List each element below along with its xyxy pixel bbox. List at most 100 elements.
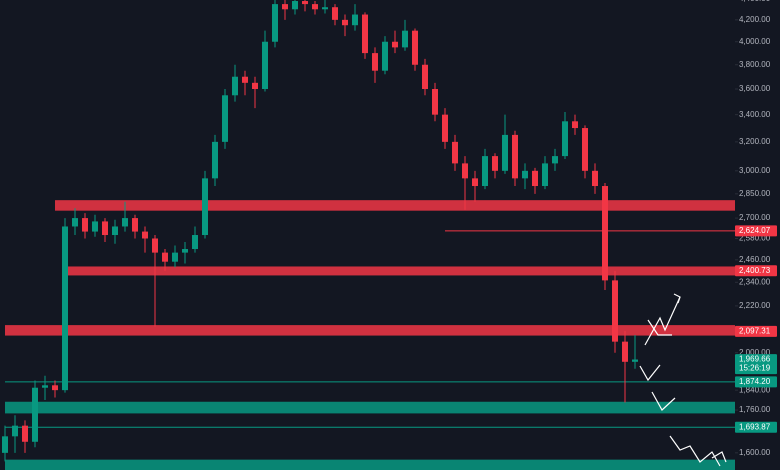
candle-body — [122, 218, 128, 227]
price-tag — [735, 376, 777, 388]
arrow-head — [711, 451, 727, 463]
plot — [2, 0, 735, 470]
candle-body — [162, 252, 168, 262]
y-tick-label: 3,800.00 — [739, 60, 771, 69]
y-tick-label: 4,200.00 — [739, 15, 771, 24]
candle-body — [132, 218, 138, 232]
candle-body — [172, 252, 178, 262]
candle-body — [382, 41, 388, 71]
arrow-path — [647, 319, 672, 336]
candle-body — [102, 221, 108, 236]
y-tick-label: 4,000.00 — [739, 37, 771, 46]
candle-body — [592, 170, 598, 187]
candle-body — [282, 4, 288, 10]
candle-body — [72, 218, 78, 227]
candle-body — [412, 30, 418, 65]
y-tick-label: 3,600.00 — [739, 84, 771, 93]
candle-body — [2, 436, 8, 453]
price-tag-label: 1,693.87 — [739, 422, 771, 431]
y-tick-label: 2,700.00 — [739, 213, 771, 222]
candle-body — [272, 4, 278, 42]
candle-body — [12, 425, 18, 437]
arrow-path — [651, 391, 676, 411]
candle-body — [622, 341, 628, 362]
price-tag-label: 1,874.20 — [739, 377, 771, 386]
candle-body — [322, 7, 328, 10]
candle-body — [522, 170, 528, 179]
candle-body — [302, 1, 308, 5]
candle-body — [362, 14, 368, 54]
arrow-path — [639, 364, 661, 382]
arrow-up — [644, 296, 681, 346]
candle-body — [462, 163, 468, 179]
candle-body — [342, 19, 348, 26]
y-tick-label: 2,340.00 — [739, 277, 771, 286]
candle-body — [32, 387, 38, 442]
candle-body — [142, 231, 148, 239]
candle-body — [232, 76, 238, 96]
candle-body — [112, 226, 118, 236]
candle-body — [292, 1, 298, 10]
price-tag-label: 1,969.66 — [739, 355, 771, 364]
y-tick-label: 1,600.00 — [739, 448, 771, 457]
price-tag-label: 2,400.73 — [739, 266, 771, 275]
price-tag — [735, 325, 777, 337]
candle-body — [242, 76, 248, 83]
candle-body — [22, 425, 28, 442]
countdown: 15:26:19 — [739, 364, 771, 373]
candle-body — [452, 141, 458, 164]
y-tick-label: 2,000.00 — [739, 348, 771, 357]
candle-body — [562, 121, 568, 157]
zone — [55, 200, 735, 211]
candle-body — [552, 156, 558, 164]
candle-body — [82, 218, 88, 232]
candle-body — [52, 385, 58, 391]
price-tag — [735, 421, 777, 433]
y-tick-label: 2,460.00 — [739, 255, 771, 264]
y-tick-label: 2,220.00 — [739, 301, 771, 310]
candle-body — [612, 280, 618, 342]
arrow-down — [669, 435, 721, 467]
scenario-arrows — [639, 293, 727, 467]
candle-body — [532, 170, 538, 187]
zone — [5, 325, 735, 336]
price-tag — [735, 265, 777, 277]
candle-body — [42, 385, 48, 388]
candle-body — [582, 128, 588, 171]
zone — [5, 401, 735, 414]
y-tick-label: 3,200.00 — [739, 137, 771, 146]
candle-body — [352, 14, 358, 26]
candle-body — [312, 4, 318, 10]
candle-body — [202, 178, 208, 236]
y-tick-label: 2,850.00 — [739, 189, 771, 198]
price-tag — [735, 225, 777, 237]
y-tick-label: 1,840.00 — [739, 385, 771, 394]
y-tick-label: 3,000.00 — [739, 166, 771, 175]
candle-body — [372, 53, 378, 71]
candle-body — [392, 41, 398, 48]
candle-body — [442, 114, 448, 142]
candle-body — [572, 121, 578, 129]
candle-body — [602, 186, 608, 281]
candle-body — [262, 41, 268, 90]
y-tick-label: 1,760.00 — [739, 405, 771, 414]
candle-body — [182, 249, 188, 253]
candle-body — [432, 89, 438, 115]
y-tick-label: 3,400.00 — [739, 110, 771, 119]
candle-body — [212, 141, 218, 179]
y-tick-label: 2,580.00 — [739, 234, 771, 243]
candle-body — [542, 163, 548, 187]
candle-body — [512, 134, 518, 179]
candle-body — [222, 95, 228, 142]
price-tag-label: 2,624.07 — [739, 226, 771, 235]
zone — [5, 459, 735, 470]
candle-body — [192, 235, 198, 250]
zone — [65, 266, 735, 276]
price-axis: 4,400.00 4,200.00 4,000.00 3,800.00 3,600.00… — [735, 0, 777, 457]
arrow-head — [673, 293, 681, 304]
candle-body — [252, 82, 258, 90]
candle-body — [482, 156, 488, 187]
candle-body — [422, 64, 428, 90]
candle-body — [152, 238, 158, 253]
